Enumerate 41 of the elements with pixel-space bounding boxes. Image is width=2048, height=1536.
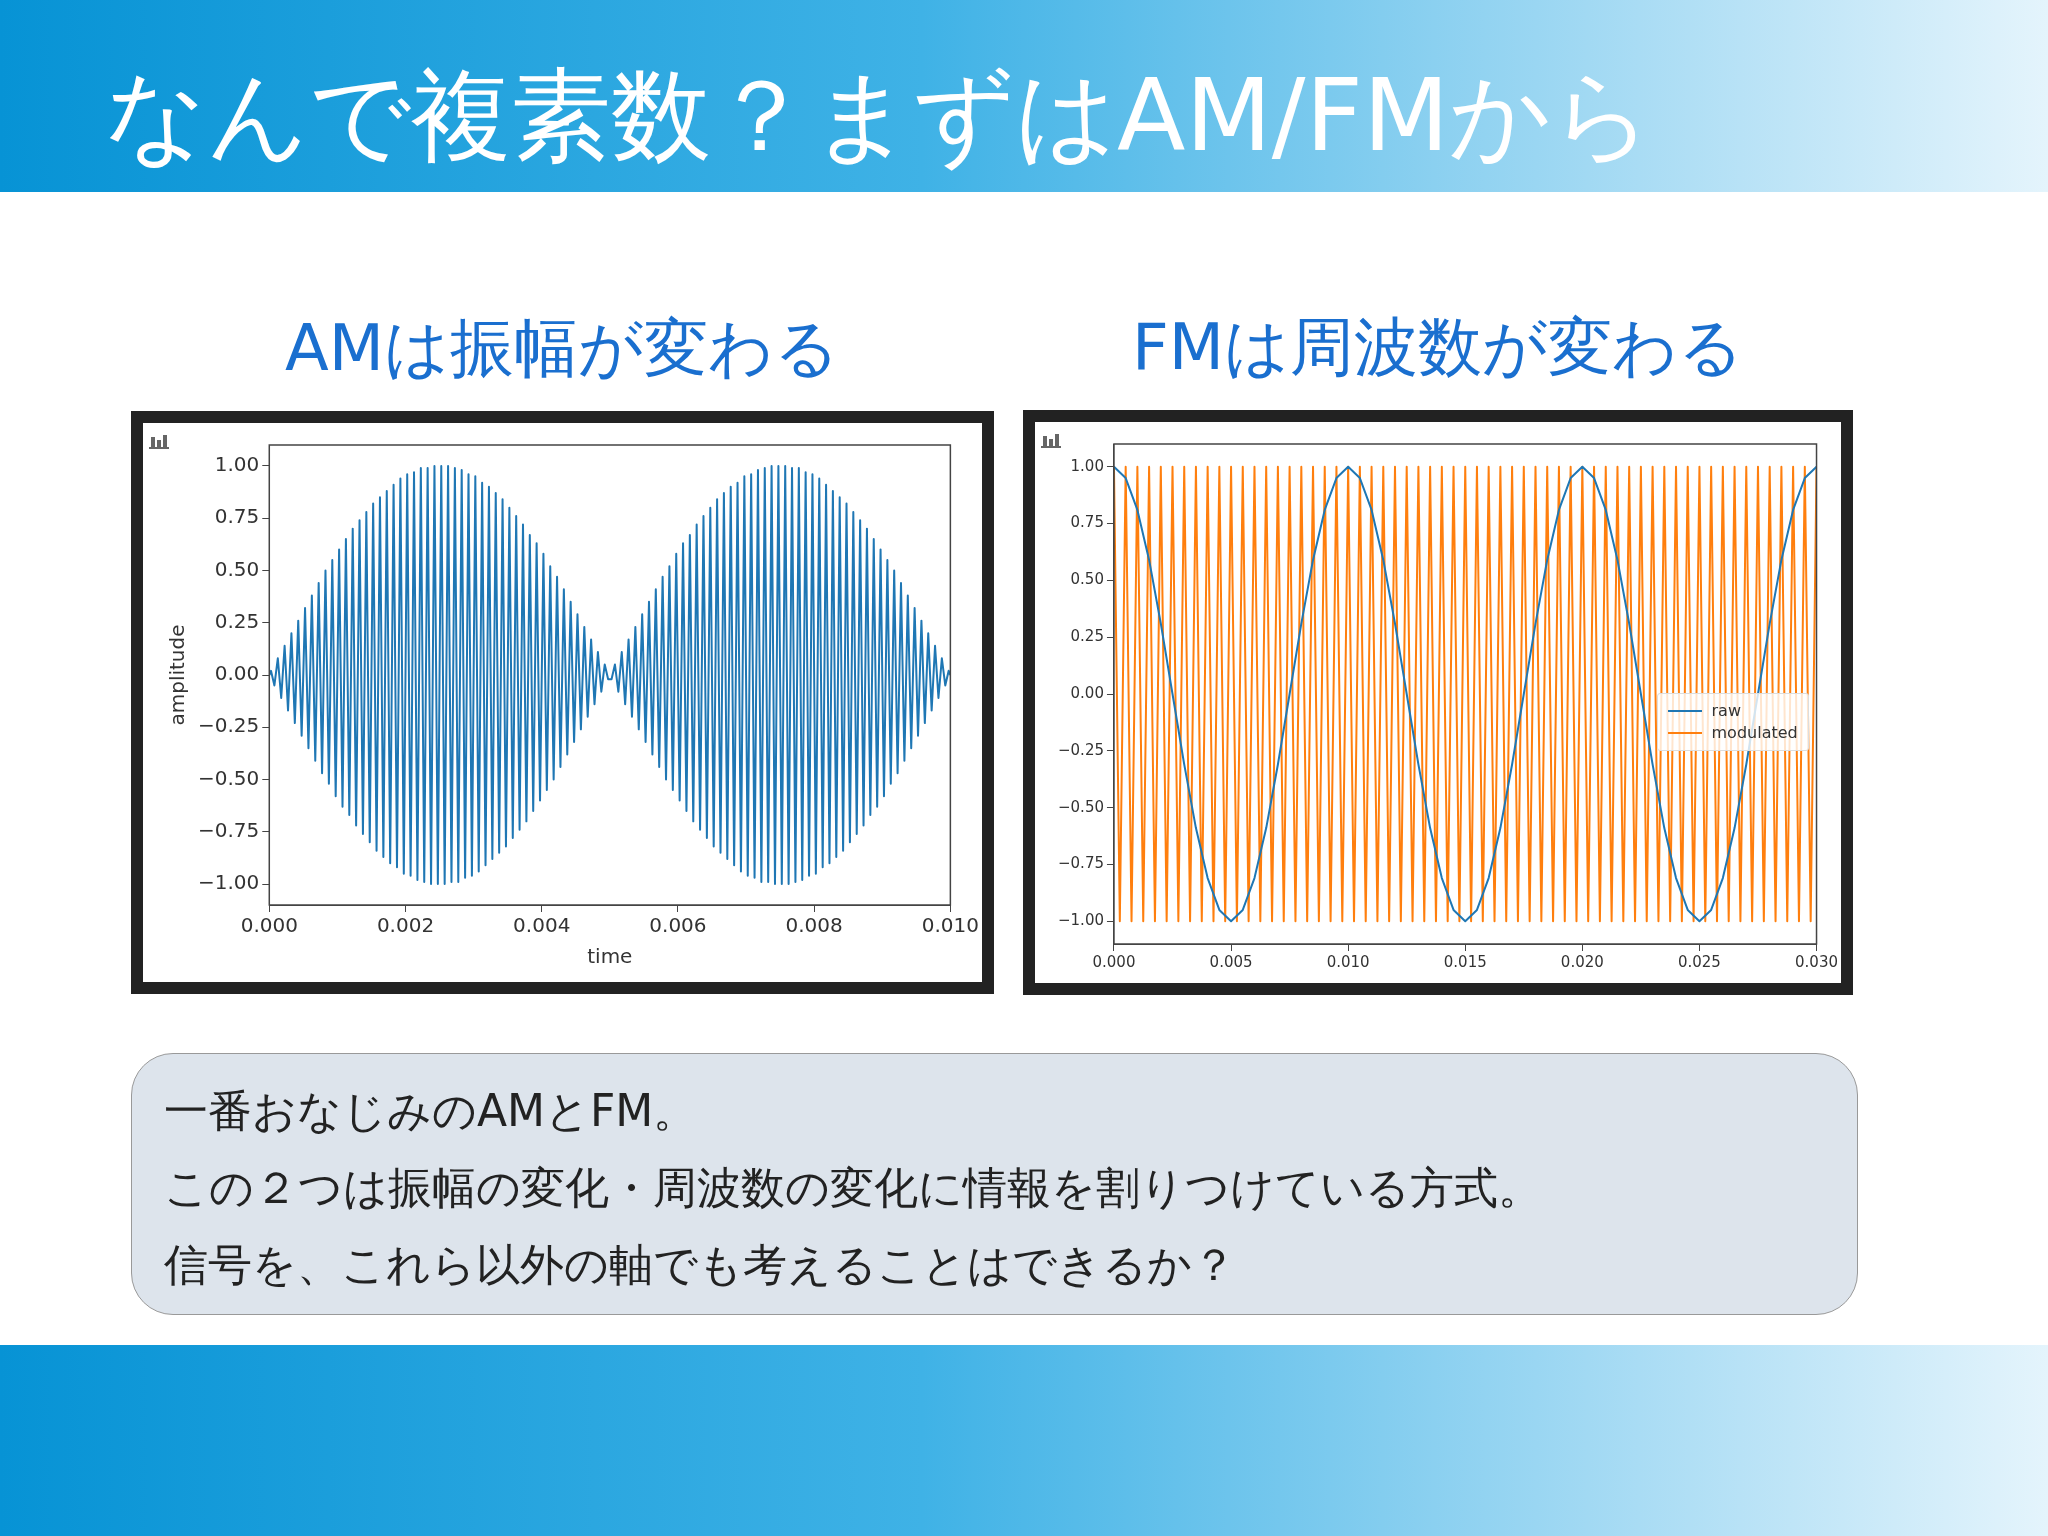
y-tick-label: −1.00 — [197, 870, 260, 895]
x-tick-label: 0.000 — [240, 913, 298, 938]
text: この２つは振幅の変化・周波数の変化に情報を割りつけている方式。 — [164, 1161, 1543, 1215]
y-tick-label: −1.00 — [1058, 911, 1104, 930]
text: 一番おなじみのAMとFM。 — [164, 1084, 699, 1138]
x-tick-label: 0.004 — [513, 913, 571, 938]
x-axis-title: time — [587, 944, 633, 969]
y-tick-label: −0.75 — [197, 818, 260, 843]
x-tick-label: 0.030 — [1795, 952, 1839, 971]
y-tick-label: −0.25 — [197, 713, 260, 738]
y-tick-label: −0.25 — [1058, 740, 1104, 759]
y-axis-title: amplitude — [165, 624, 190, 726]
y-tick-label: 0.75 — [214, 504, 260, 529]
y-tick-label: −0.50 — [197, 765, 260, 790]
x-tick-label: 0.008 — [785, 913, 843, 938]
y-tick-label: −0.75 — [1058, 854, 1104, 873]
x-tick-label: 0.005 — [1209, 952, 1253, 971]
x-tick-label: 0.015 — [1443, 952, 1487, 971]
legend-label: modulated — [1711, 722, 1798, 744]
x-tick-label: 0.020 — [1560, 952, 1604, 971]
y-tick-label: 0.25 — [214, 608, 260, 633]
y-tick-label: 0.50 — [1070, 570, 1104, 589]
y-tick-label: 1.00 — [214, 452, 260, 477]
x-tick-label: 0.002 — [376, 913, 435, 938]
y-tick-label: 0.50 — [214, 556, 260, 581]
y-tick-label: 0.00 — [1070, 683, 1104, 702]
x-tick-label: 0.010 — [1326, 952, 1370, 971]
chart-title: FMは周波数が変わる — [1131, 309, 1745, 386]
y-tick-label: −0.50 — [1058, 797, 1104, 816]
x-tick-label: 0.006 — [649, 913, 707, 938]
text: なんで複素数？まずはAM/FMから — [105, 56, 1654, 176]
y-tick-label: 0.00 — [214, 661, 260, 686]
x-tick-label: 0.025 — [1677, 952, 1721, 971]
legend-label: raw — [1711, 700, 1741, 722]
x-tick-label: 0.000 — [1092, 952, 1136, 971]
y-tick-label: 0.75 — [1070, 513, 1104, 532]
chart-title: AMは振幅が変わる — [284, 310, 841, 387]
text: 信号を、これら以外の軸でも考えることはできるか？ — [164, 1238, 1237, 1292]
y-tick-label: 1.00 — [1070, 456, 1104, 475]
y-tick-label: 0.25 — [1070, 627, 1104, 646]
x-tick-label: 0.010 — [921, 913, 979, 938]
